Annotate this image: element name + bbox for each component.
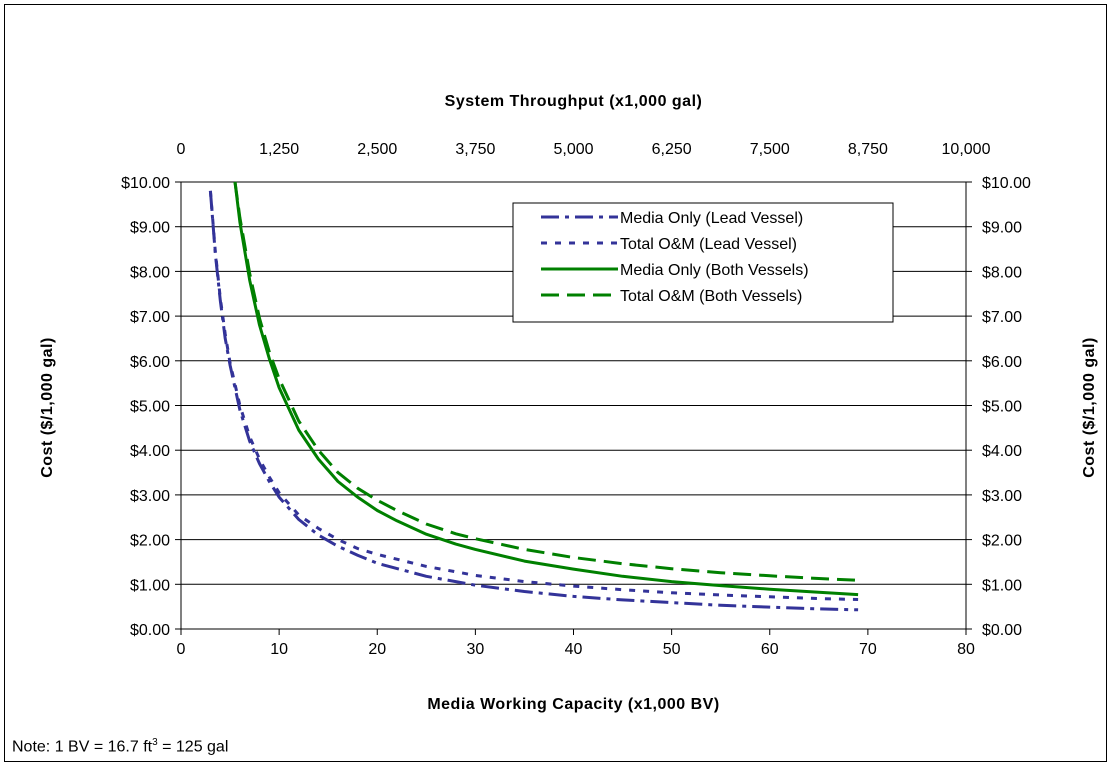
x-tick-label: 40 [565, 641, 583, 658]
y-tick-label-right: $3.00 [982, 488, 1022, 505]
legend-label: Media Only (Lead Vessel) [620, 210, 803, 227]
axes [175, 181, 972, 635]
note-text-after: = 125 gal [157, 738, 229, 756]
y-tick-label: $0.00 [130, 622, 170, 639]
legend-label: Media Only (Both Vessels) [620, 262, 809, 279]
x-tick-label: 50 [663, 641, 681, 658]
y-tick-label-right: $1.00 [982, 577, 1022, 594]
x-axis-title: Media Working Capacity (x1,000 BV) [427, 696, 719, 713]
top-tick-label: 1,250 [259, 141, 299, 158]
y-tick-label-right: $9.00 [982, 220, 1022, 237]
footnote: Note: 1 BV = 16.7 ft3 = 125 gal [12, 737, 228, 756]
top-tick-label: 5,000 [553, 141, 593, 158]
y-tick-label-right: $5.00 [982, 399, 1022, 416]
top-tick-label: 8,750 [848, 141, 888, 158]
y-tick-label-right: $7.00 [982, 309, 1022, 326]
y-tick-label-right: $0.00 [982, 622, 1022, 639]
top-tick-label: 6,250 [652, 141, 692, 158]
x-tick-label: 10 [270, 641, 288, 658]
x-tick-label: 80 [957, 641, 975, 658]
x-tick-label: 70 [859, 641, 877, 658]
y-tick-label: $5.00 [130, 399, 170, 416]
y-tick-label-right: $2.00 [982, 533, 1022, 550]
x-tick-label: 60 [761, 641, 779, 658]
y-tick-label: $2.00 [130, 533, 170, 550]
y-axis-title: Cost ($/1,000 gal) [39, 337, 56, 478]
legend: Media Only (Lead Vessel) Total O&M (Lead … [512, 202, 894, 323]
legend-box [512, 202, 894, 323]
y-tick-label-right: $4.00 [982, 443, 1022, 460]
legend-label: Total O&M (Lead Vessel) [620, 236, 797, 253]
y-tick-label: $8.00 [130, 264, 170, 281]
y-axis-title-right: Cost ($/1,000 gal) [1081, 337, 1098, 478]
y-tick-label: $1.00 [130, 577, 170, 594]
tick-labels: $0.00 $0.00 $1.00 $1.00 $2.00 $2.00 $3.00 $3.00… [121, 141, 1031, 658]
y-tick-label: $9.00 [130, 220, 170, 237]
top-tick-label: 3,750 [455, 141, 495, 158]
legend-label: Total O&M (Both Vessels) [620, 288, 802, 305]
x-tick-label: 30 [466, 641, 484, 658]
y-tick-label: $3.00 [130, 488, 170, 505]
top-tick-label: 2,500 [357, 141, 397, 158]
series-line-1 [208, 190, 859, 612]
chart-frame [4, 4, 1107, 762]
top-tick-label: 0 [177, 141, 186, 158]
top-tick-label: 7,500 [750, 141, 790, 158]
y-tick-label-right: $8.00 [982, 264, 1022, 281]
series-line-3 [233, 181, 859, 597]
y-tick-label: $7.00 [130, 309, 170, 326]
y-tick-label: $6.00 [130, 354, 170, 371]
y-tick-label: $4.00 [130, 443, 170, 460]
y-tick-label-right: $6.00 [982, 354, 1022, 371]
series-line-4 [233, 181, 859, 582]
x-tick-label: 0 [177, 641, 186, 658]
top-axis-title: System Throughput (x1,000 gal) [445, 93, 703, 110]
top-tick-label: 10,000 [942, 141, 991, 158]
note-text: Note: 1 BV = 16.7 ft [12, 738, 153, 756]
series-line-2 [208, 190, 859, 601]
note-superscript: 3 [152, 737, 158, 748]
x-tick-label: 20 [368, 641, 386, 658]
y-tick-label: $10.00 [121, 175, 170, 192]
y-tick-label-right: $10.00 [982, 175, 1031, 192]
series-lines [208, 181, 859, 612]
